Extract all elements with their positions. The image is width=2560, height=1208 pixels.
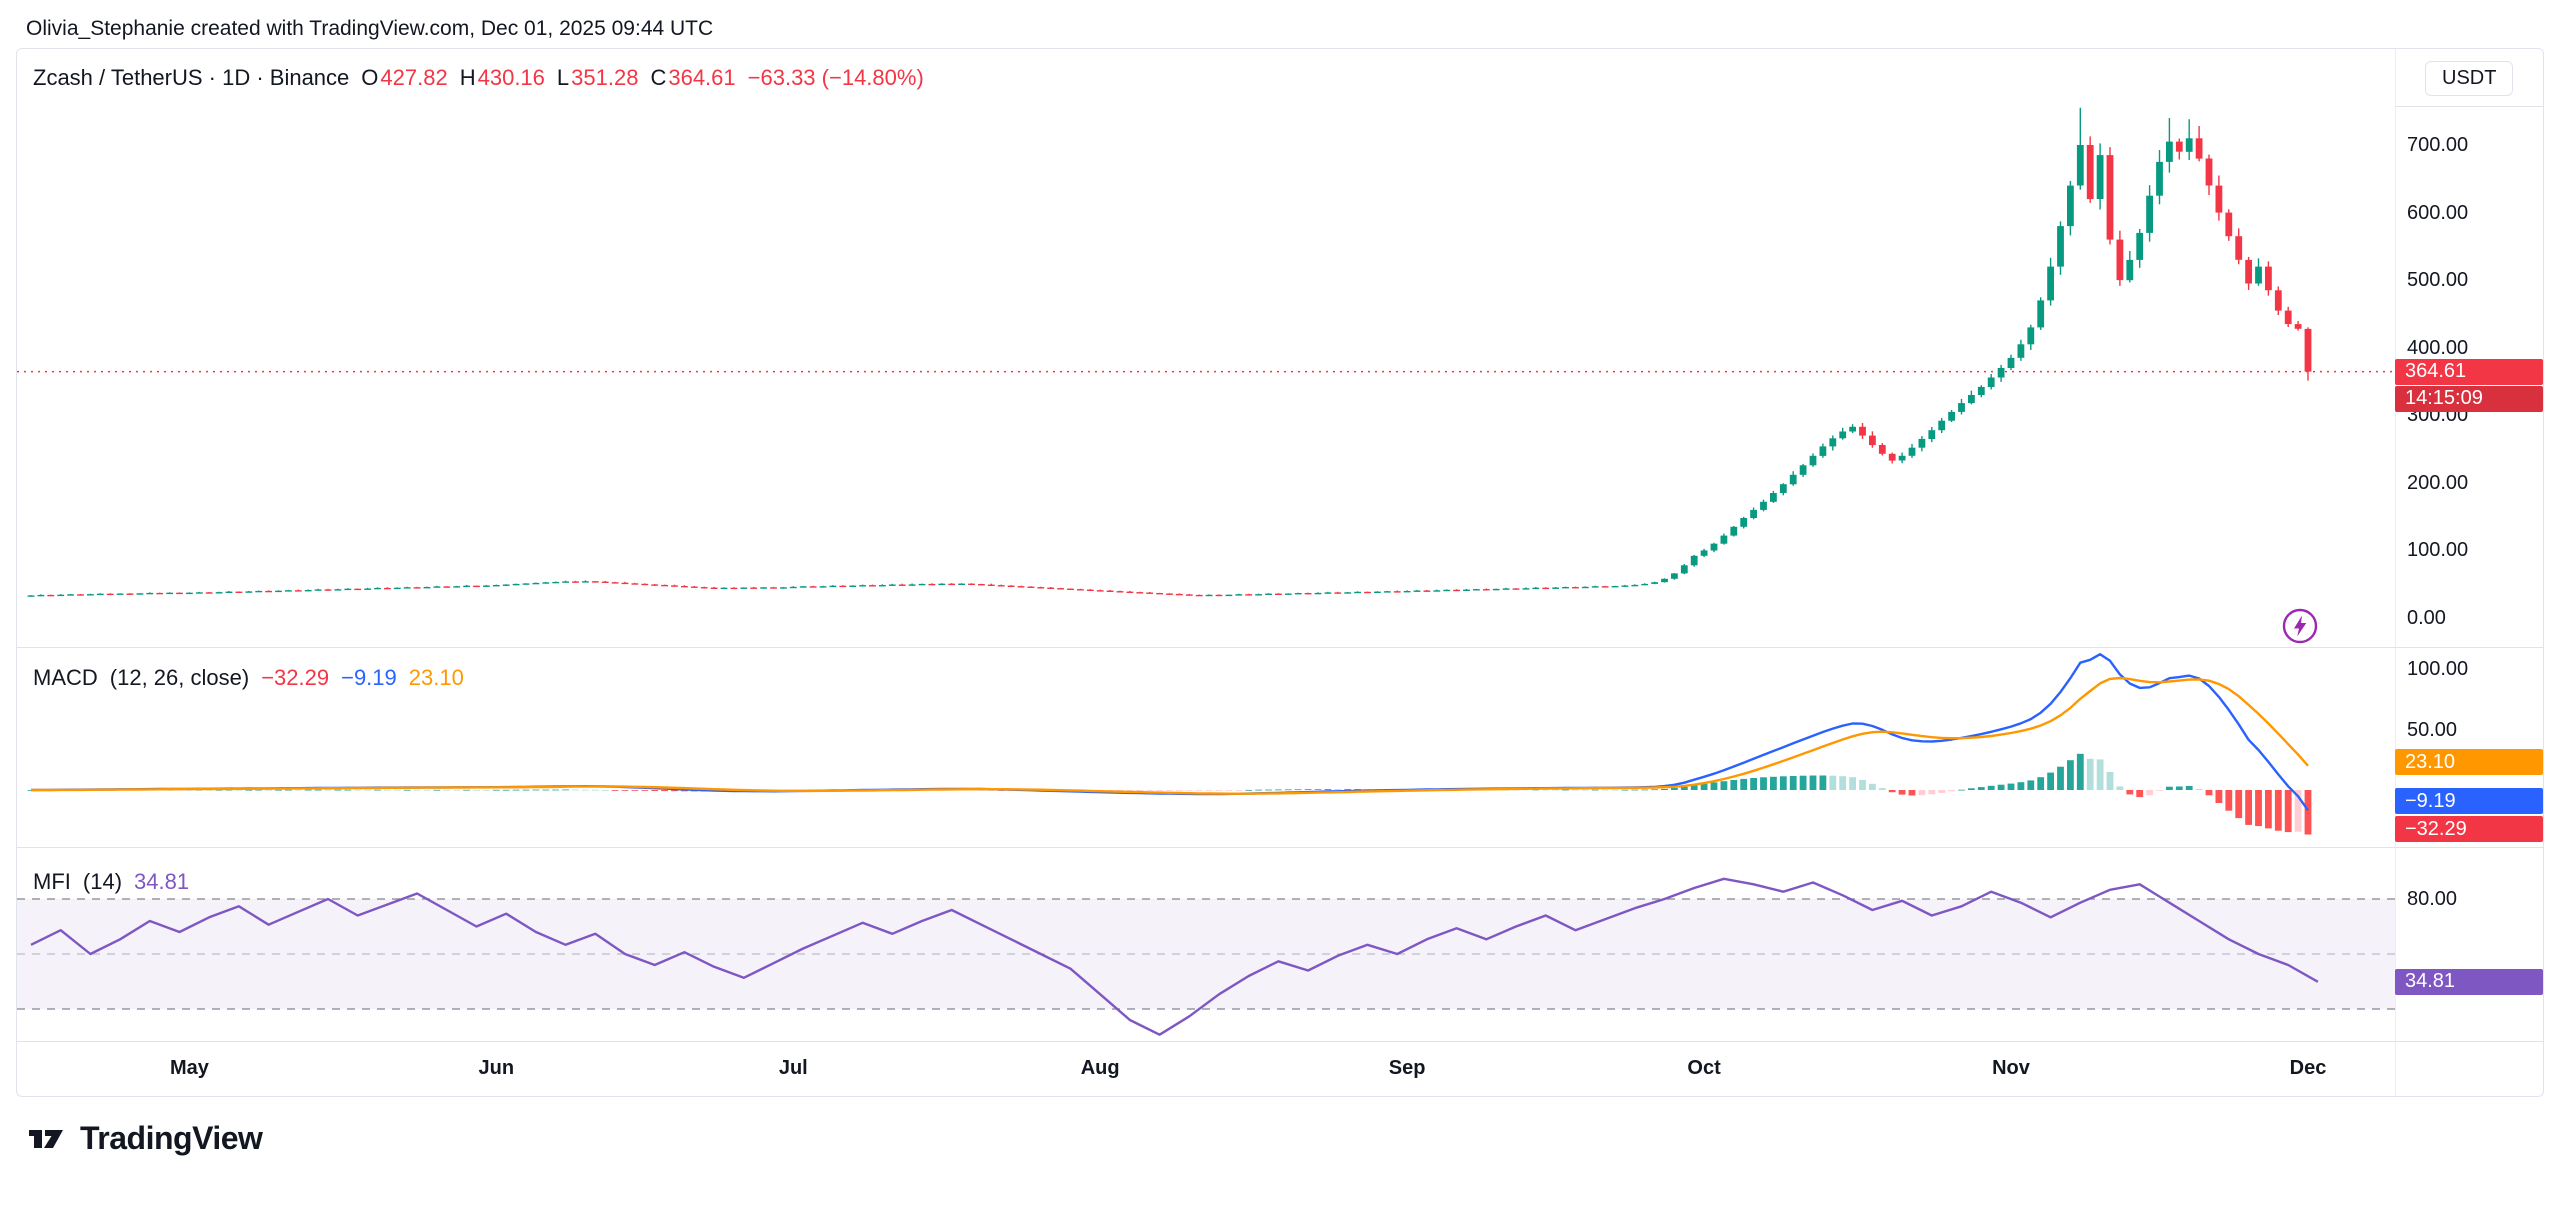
price-axis-tick: 500.00 <box>2407 269 2469 292</box>
time-axis-label: Nov <box>1992 1057 2030 1079</box>
macd-title[interactable]: MACD <box>33 665 98 690</box>
chart-widget: Zcash / TetherUS · 1D · Binance O 427.82 … <box>16 48 2544 1097</box>
brand-text[interactable]: TradingView <box>80 1120 263 1156</box>
ohlc-low: L 351.28 <box>556 65 639 90</box>
time-axis-label: Dec <box>2289 1057 2327 1079</box>
mfi-title[interactable]: MFI <box>33 869 71 894</box>
footer: TradingView <box>26 1120 263 1157</box>
symbol-title[interactable]: Zcash / TetherUS · 1D · Binance <box>33 65 350 90</box>
mfi-axis-tick: 80.00 <box>2407 888 2458 910</box>
countdown-badge: 14:15:09 <box>2395 385 2543 412</box>
mfi-legend: MFI (14) 34.81 <box>33 869 189 895</box>
macd-params: (12, 26, close) <box>109 665 250 690</box>
macd-signal-badge: 23.10 <box>2395 749 2543 776</box>
mfi-params: (14) <box>82 869 123 894</box>
price-axis-tick: 400.00 <box>2407 336 2469 359</box>
price-axis[interactable]: USDT 700.00 600.00 500.00 400.00 300.00 200.0… <box>2395 49 2543 1096</box>
price-axis-tick: 0.00 <box>2407 607 2446 629</box>
macd-axis-tick: 50.00 <box>2407 718 2458 741</box>
price-axis-tick: 200.00 <box>2407 471 2469 494</box>
price-axis-tick: 600.00 <box>2407 201 2469 224</box>
time-axis-label: Oct <box>1687 1057 1721 1079</box>
axis-header-divider <box>2395 106 2543 107</box>
mfi-pane[interactable] <box>17 847 2395 1041</box>
time-axis-label: Sep <box>1388 1057 1426 1079</box>
ohlc-high: H 430.16 <box>459 65 545 90</box>
macd-legend: MACD (12, 26, close) −32.29 −9.19 23.10 <box>33 665 464 691</box>
macd-line-badge: −9.19 <box>2395 788 2543 815</box>
ohlc-open: O 427.82 <box>361 65 448 90</box>
mfi-value: 34.81 <box>134 869 190 894</box>
price-badge: 364.61 <box>2395 358 2543 385</box>
macd-line-value: −9.19 <box>341 665 397 690</box>
time-axis[interactable]: May Jun Jul Aug Sep Oct Nov Dec <box>17 1041 2395 1096</box>
tradingview-logo-icon[interactable] <box>26 1122 68 1156</box>
price-axis-tick: 700.00 <box>2407 134 2469 156</box>
macd-histogram-badge: −32.29 <box>2395 816 2543 842</box>
macd-hist-value: −32.29 <box>261 665 330 690</box>
macd-signal-value: 23.10 <box>408 665 464 690</box>
chart-canvas[interactable] <box>17 49 2544 1096</box>
time-axis-label: May <box>169 1057 209 1079</box>
time-axis-label: Aug <box>1080 1057 1120 1079</box>
symbol-legend: Zcash / TetherUS · 1D · Binance O 427.82 … <box>33 65 924 91</box>
ohlc-close: C 364.61 <box>650 65 736 90</box>
price-axis-tick: 100.00 <box>2407 539 2469 562</box>
time-axis-label: Jul <box>778 1057 808 1079</box>
main-price-pane[interactable] <box>17 49 2395 647</box>
time-axis-label: Jun <box>478 1057 515 1079</box>
macd-axis-tick: 100.00 <box>2407 658 2469 681</box>
attribution-text: Olivia_Stephanie created with TradingVie… <box>26 17 714 40</box>
change-value: −63.33 (−14.80%) <box>747 65 924 90</box>
mfi-badge: 34.81 <box>2395 968 2543 995</box>
currency-toggle[interactable]: USDT <box>2425 61 2514 96</box>
boost-lightning-icon[interactable] <box>2281 607 2319 645</box>
